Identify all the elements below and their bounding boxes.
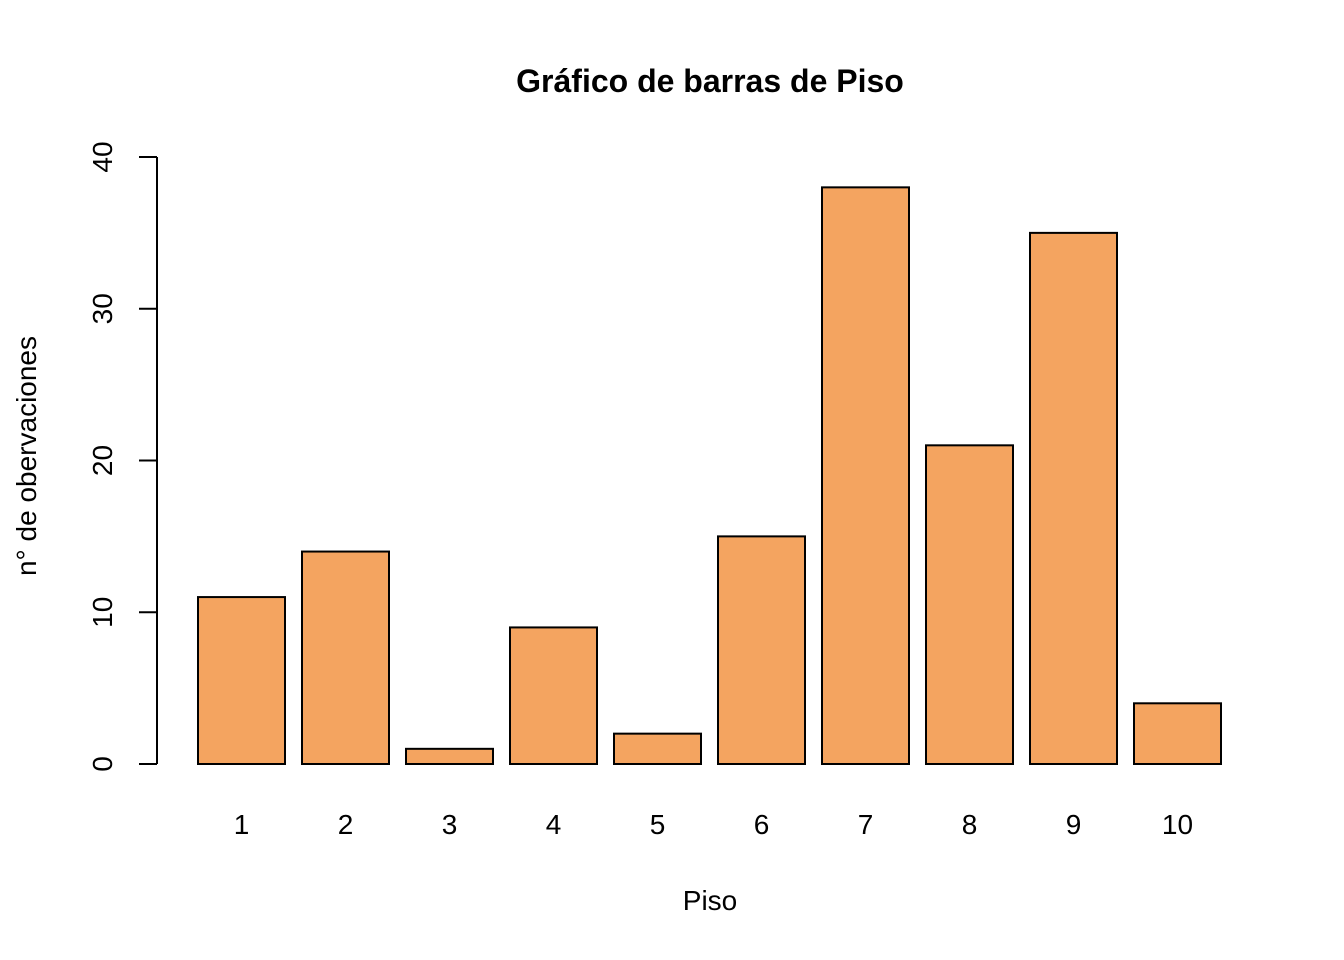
y-tick-label-0: 0 [87,756,118,772]
x-tick-label-2: 2 [338,809,354,840]
bar-5 [613,732,702,766]
y-axis: 0 10 20 30 40 [87,141,158,772]
x-tick-label-4: 4 [546,809,562,840]
x-tick-label-7: 7 [858,809,874,840]
y-tick-label-40: 40 [87,141,118,172]
x-tick-label-10: 10 [1162,809,1193,840]
bar-4 [509,626,598,765]
bar-1 [197,596,286,766]
x-tick-labels: 1 2 3 4 5 6 7 8 9 10 [234,809,1193,840]
bar-8 [925,444,1014,765]
x-tick-label-6: 6 [754,809,770,840]
bar-6 [717,535,806,765]
bar-2 [301,550,390,765]
bar-3 [405,747,494,766]
bar-7 [821,186,910,766]
x-axis-label: Piso [683,885,737,916]
x-tick-label-1: 1 [234,809,250,840]
y-axis-label: n° de obervaciones [11,336,42,576]
y-tick-label-30: 30 [87,293,118,324]
chart-title: Gráfico de barras de Piso [516,63,904,99]
x-tick-label-3: 3 [442,809,458,840]
bars-group [197,186,1222,766]
x-tick-label-9: 9 [1066,809,1082,840]
y-tick-label-10: 10 [87,597,118,628]
bar-9 [1029,231,1118,765]
bar-10 [1133,702,1222,765]
x-tick-label-8: 8 [962,809,978,840]
x-tick-label-5: 5 [650,809,666,840]
y-tick-label-20: 20 [87,445,118,476]
